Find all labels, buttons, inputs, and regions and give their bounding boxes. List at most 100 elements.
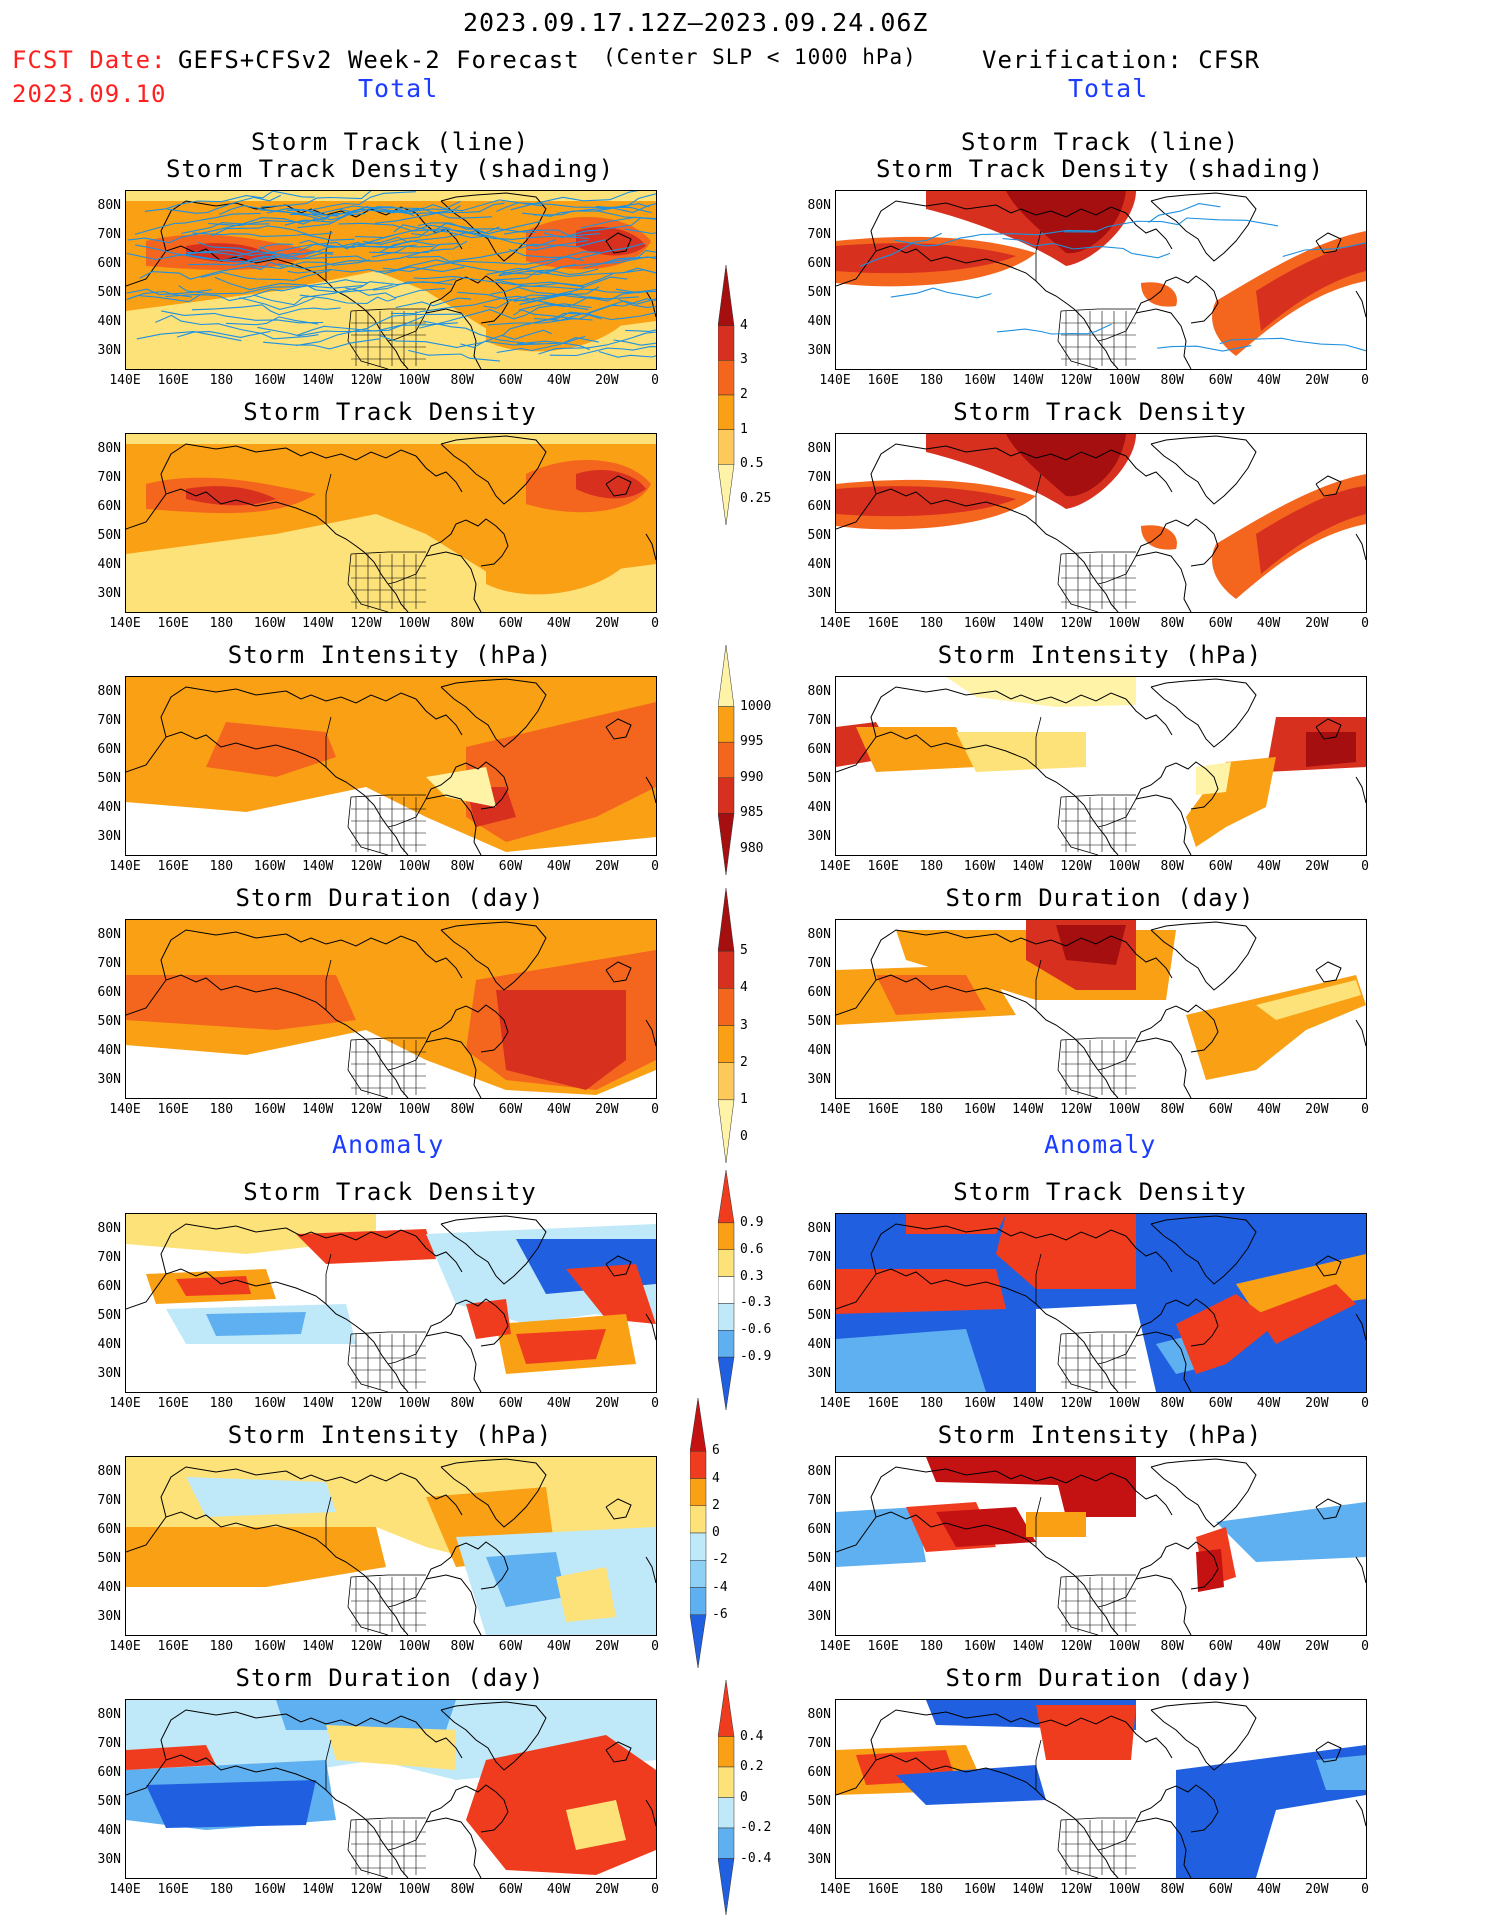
colorbar-label: 995 xyxy=(740,734,764,750)
coastline xyxy=(870,929,997,981)
x-tick-label: 160W xyxy=(963,616,996,631)
x-tick-label: 180 xyxy=(919,1639,944,1654)
storm-track-line xyxy=(214,276,393,293)
political-border xyxy=(347,553,389,612)
x-tick-label: 180 xyxy=(209,1639,234,1654)
x-tick-label: 140W xyxy=(1012,1882,1044,1897)
shading-region xyxy=(326,1725,456,1770)
y-tick-label: 40N xyxy=(97,557,121,572)
coastline xyxy=(387,1606,409,1635)
x-tick-label: 180 xyxy=(919,373,944,388)
shading-region xyxy=(1036,1304,1156,1392)
coastline xyxy=(1135,551,1192,612)
storm-track-line xyxy=(379,226,500,253)
title-track-shading-left: Storm Track Density (shading) xyxy=(165,155,615,183)
y-tick-label: 60N xyxy=(97,1765,121,1780)
x-tick-label: 140E xyxy=(109,616,141,631)
coastline xyxy=(605,1741,632,1763)
political-border xyxy=(325,716,332,767)
political-border xyxy=(325,1739,332,1790)
y-tick-label: 40N xyxy=(97,1043,121,1058)
x-tick-label: 40W xyxy=(546,1102,571,1117)
x-tick-label: 160W xyxy=(963,1396,996,1411)
x-tick-label: 60W xyxy=(498,859,523,874)
storm-track-line xyxy=(375,259,577,276)
map-panel-track-right xyxy=(835,190,1367,370)
colorbar-label: 0.3 xyxy=(740,1268,764,1284)
map-panel-anom-intensity-right xyxy=(835,1456,1367,1636)
x-tick-label: 100W xyxy=(1108,1102,1140,1117)
x-tick-label: 60W xyxy=(1208,859,1233,874)
title-intensity-right: Storm Intensity (hPa) xyxy=(937,641,1263,669)
colorbar-svg xyxy=(718,1680,735,1915)
coastline xyxy=(1135,1574,1192,1635)
map-svg xyxy=(836,191,1366,369)
coastline xyxy=(440,1215,547,1285)
storm-track-line xyxy=(533,210,656,220)
political-border xyxy=(325,959,332,1010)
coastline xyxy=(1135,1784,1219,1833)
colorbar-density-anom: 0.9 0.6 0.3 -0.3 -0.6 -0.9 xyxy=(718,1170,798,1410)
y-tick-label: 30N xyxy=(97,1609,121,1624)
storm-track-line xyxy=(625,329,656,332)
storm-track-line xyxy=(595,193,656,212)
coastline xyxy=(387,1363,409,1392)
x-tick-label: 160W xyxy=(963,373,996,388)
coastline xyxy=(1097,340,1119,369)
x-tick-label: 180 xyxy=(919,1882,944,1897)
x-tick-label: 160E xyxy=(157,373,189,388)
coastline xyxy=(1315,232,1342,254)
coastline xyxy=(415,941,463,979)
colorbar-swatch xyxy=(718,265,735,326)
storm-track-line xyxy=(522,203,650,217)
shading-region xyxy=(126,1745,216,1770)
colorbar-swatch xyxy=(718,1858,735,1915)
title-duration-left: Storm Duration (day) xyxy=(235,884,545,912)
y-tick-label: 50N xyxy=(97,1551,121,1566)
x-tick-label: 160W xyxy=(253,859,286,874)
shading-region xyxy=(1256,486,1366,574)
title-duration-right: Storm Duration (day) xyxy=(945,884,1255,912)
storm-track-line xyxy=(181,222,270,234)
coastline xyxy=(285,1227,417,1241)
storm-track-line xyxy=(543,217,641,239)
storm-track-line xyxy=(260,191,372,208)
colorbar-svg xyxy=(718,645,735,875)
y-tick-label: 70N xyxy=(807,1493,831,1508)
x-tick-label: 100W xyxy=(398,1882,430,1897)
storm-track-line xyxy=(299,294,397,305)
colorbar-label: 0.5 xyxy=(740,456,764,472)
y-tick-label: 70N xyxy=(97,956,121,971)
colorbar-duration-total: 5 4 3 2 1 0 xyxy=(718,888,798,1163)
section-anomaly-left: Anomaly xyxy=(332,1130,445,1159)
political-border xyxy=(1097,798,1137,828)
coastline xyxy=(1315,1255,1342,1277)
y-tick-label: 70N xyxy=(807,713,831,728)
coastline xyxy=(836,1511,1099,1608)
coastline xyxy=(645,776,656,804)
storm-track-line xyxy=(301,202,505,215)
coastline xyxy=(1125,941,1173,979)
y-tick-label: 70N xyxy=(97,470,121,485)
colorbar-swatch xyxy=(718,464,735,525)
coastline xyxy=(387,826,409,855)
coastline xyxy=(995,1470,1127,1484)
shading-region xyxy=(126,1527,386,1587)
coastline xyxy=(1125,212,1173,250)
x-tick-label: 60W xyxy=(498,373,523,388)
y-tick-label: 80N xyxy=(97,927,121,942)
x-tick-label: 120W xyxy=(350,373,382,388)
political-border xyxy=(350,551,426,555)
coastline xyxy=(425,275,509,324)
x-tick-label: 140E xyxy=(109,1882,141,1897)
shading-region xyxy=(876,975,986,1015)
coastline xyxy=(160,443,287,495)
x-tick-label: 160E xyxy=(867,859,899,874)
shading-region xyxy=(956,732,1086,772)
x-tick-label: 160E xyxy=(867,616,899,631)
political-border xyxy=(1060,308,1136,312)
x-tick-label: 140E xyxy=(109,373,141,388)
colorbar-duration-anom: 0.4 0.2 0 -0.2 -0.4 xyxy=(718,1680,798,1915)
title-anom-density-right: Storm Track Density xyxy=(953,1178,1247,1206)
storm-track-line xyxy=(1157,345,1252,352)
